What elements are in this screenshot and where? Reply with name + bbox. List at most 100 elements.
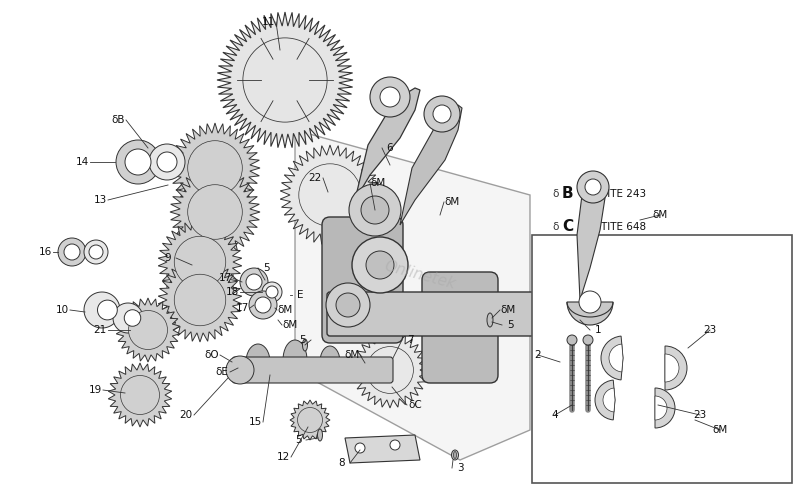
Text: 5: 5 (294, 435, 302, 445)
Circle shape (349, 184, 401, 236)
Wedge shape (665, 354, 679, 382)
Circle shape (116, 140, 160, 184)
Circle shape (240, 268, 268, 296)
Circle shape (139, 321, 157, 339)
Circle shape (370, 77, 410, 117)
Text: δM: δM (500, 305, 516, 315)
Polygon shape (170, 123, 260, 213)
Text: δE: δE (215, 367, 229, 377)
Text: δ: δ (552, 189, 558, 198)
Text: δM: δM (712, 425, 728, 435)
Polygon shape (170, 167, 260, 257)
Circle shape (188, 141, 242, 196)
Text: LOCTITE 648: LOCTITE 648 (580, 222, 646, 232)
Circle shape (585, 179, 601, 195)
Text: 5: 5 (506, 320, 514, 330)
Polygon shape (295, 130, 530, 460)
Circle shape (98, 300, 118, 320)
Text: δM: δM (344, 350, 360, 360)
Wedge shape (655, 388, 675, 428)
Text: 17: 17 (235, 303, 249, 313)
Text: 11: 11 (262, 17, 274, 27)
Circle shape (246, 274, 262, 290)
Text: LOCTITE ANTI-SEIZE 15378: LOCTITE ANTI-SEIZE 15378 (580, 289, 720, 298)
Text: E: E (562, 286, 572, 301)
Ellipse shape (318, 429, 322, 441)
Text: δ: δ (552, 222, 558, 232)
Ellipse shape (454, 451, 457, 459)
Circle shape (366, 251, 394, 279)
FancyBboxPatch shape (322, 217, 403, 343)
Circle shape (121, 375, 159, 415)
Text: 8: 8 (338, 458, 346, 468)
Text: δM: δM (370, 178, 386, 188)
Circle shape (366, 346, 414, 393)
Text: δC: δC (408, 400, 422, 410)
FancyBboxPatch shape (327, 292, 553, 336)
FancyBboxPatch shape (232, 357, 393, 383)
Text: O: O (562, 319, 575, 334)
Circle shape (64, 244, 80, 260)
Text: 3: 3 (457, 463, 463, 473)
Text: MOLYKOTE G-N: MOLYKOTE G-N (580, 255, 658, 265)
Circle shape (157, 152, 177, 172)
Circle shape (249, 291, 277, 319)
Text: 23: 23 (694, 410, 706, 420)
Polygon shape (345, 435, 420, 463)
Text: 20: 20 (179, 410, 193, 420)
Ellipse shape (451, 450, 458, 460)
Text: 6: 6 (386, 143, 394, 153)
Polygon shape (280, 145, 380, 245)
Text: δO: δO (205, 350, 219, 360)
Ellipse shape (246, 344, 270, 380)
Circle shape (255, 297, 271, 313)
Wedge shape (567, 302, 613, 325)
Circle shape (129, 311, 167, 349)
Circle shape (577, 171, 609, 203)
Text: 16: 16 (38, 247, 52, 257)
Circle shape (380, 87, 400, 107)
Circle shape (314, 179, 346, 211)
Text: 23: 23 (703, 325, 717, 335)
Ellipse shape (487, 313, 493, 327)
Text: 2: 2 (534, 350, 542, 360)
Circle shape (125, 149, 151, 175)
Circle shape (298, 164, 362, 226)
Polygon shape (108, 363, 172, 427)
Text: 15: 15 (248, 417, 262, 427)
Text: MOTOR OIL: MOTOR OIL (580, 322, 639, 332)
Text: 12: 12 (276, 452, 290, 462)
Circle shape (226, 356, 254, 384)
Circle shape (262, 282, 282, 302)
Wedge shape (603, 388, 615, 412)
Circle shape (149, 144, 185, 180)
FancyBboxPatch shape (422, 272, 498, 383)
Text: 22: 22 (308, 173, 322, 183)
Ellipse shape (320, 346, 340, 378)
Polygon shape (113, 303, 143, 333)
Circle shape (433, 105, 451, 123)
Polygon shape (352, 332, 428, 408)
Wedge shape (609, 344, 623, 372)
Circle shape (201, 198, 229, 226)
Circle shape (174, 236, 226, 288)
Circle shape (187, 249, 213, 275)
Text: δM: δM (444, 197, 460, 207)
Wedge shape (655, 396, 667, 420)
Polygon shape (400, 105, 462, 225)
Text: M: M (562, 253, 577, 268)
Circle shape (583, 335, 593, 345)
Text: δ: δ (552, 322, 558, 332)
Text: δM: δM (278, 305, 293, 315)
Text: 5: 5 (262, 263, 270, 273)
Circle shape (336, 293, 360, 317)
Text: 1: 1 (594, 325, 602, 335)
Text: δB: δB (111, 115, 125, 125)
Wedge shape (595, 380, 615, 420)
Circle shape (124, 310, 141, 326)
Circle shape (352, 237, 408, 293)
Circle shape (355, 443, 365, 453)
Text: 18: 18 (226, 287, 238, 297)
Polygon shape (158, 258, 242, 342)
Text: E: E (297, 290, 303, 300)
